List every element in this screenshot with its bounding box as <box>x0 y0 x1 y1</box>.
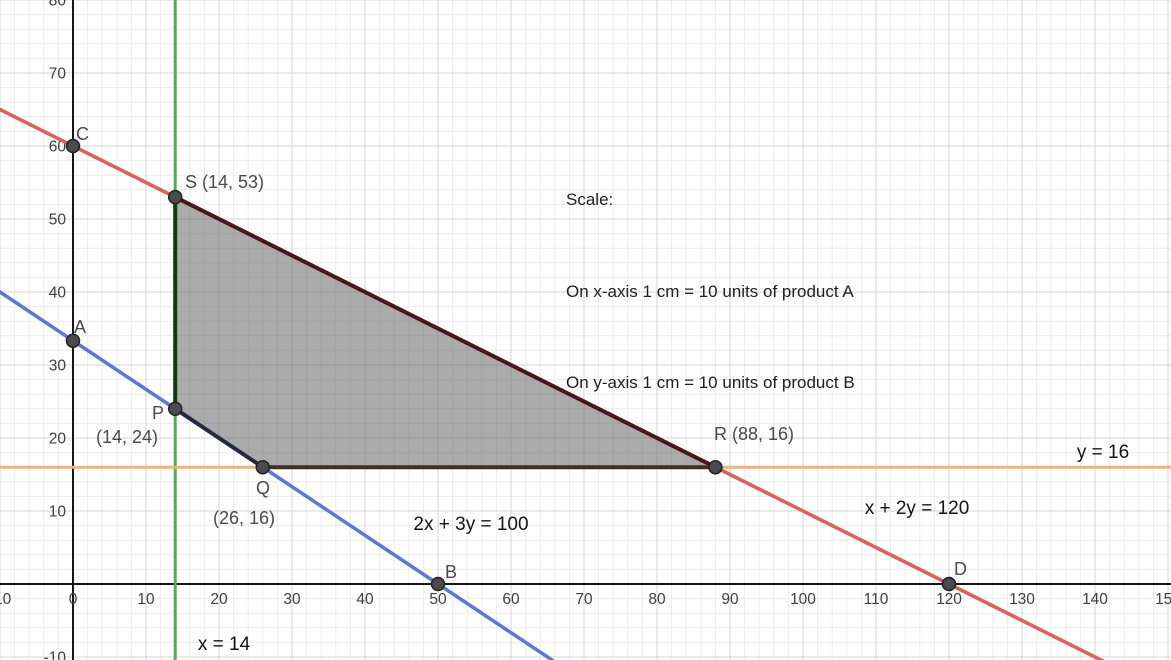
point-label-C: C <box>76 124 89 144</box>
x-tick-label-90: 90 <box>721 591 739 608</box>
point-R[interactable] <box>708 459 723 475</box>
x-tick-label-30: 30 <box>283 591 301 608</box>
point-label-R: R (88, 16) <box>714 424 794 444</box>
x-tick-label--10: -10 <box>0 591 12 608</box>
scale-note-title: Scale: <box>566 190 614 209</box>
x-tick-label-60: 60 <box>502 591 520 608</box>
point-label-B: B <box>445 562 457 582</box>
point-C[interactable] <box>65 138 81 154</box>
point-B[interactable] <box>430 576 446 592</box>
x-tick-label-20: 20 <box>210 591 228 608</box>
region-edge-0 <box>173 195 718 470</box>
label-eq-blue: 2x + 3y = 100 <box>413 514 528 535</box>
label-eq-red: x + 2y = 120 <box>865 498 970 519</box>
point-P[interactable] <box>167 401 183 417</box>
x-tick-label-140: 140 <box>1082 591 1108 608</box>
point-label-S: S (14, 53) <box>185 172 264 192</box>
point-label-A: A <box>74 317 86 337</box>
label-eq-x-14: x = 14 <box>198 634 251 655</box>
region-edge-2 <box>173 406 265 470</box>
y-tick-label-30: 30 <box>49 358 67 375</box>
x-tick-label-100: 100 <box>790 591 816 608</box>
x-tick-label-0: 0 <box>69 591 78 608</box>
point-label-P: P <box>152 403 164 423</box>
x-tick-label-50: 50 <box>429 591 447 608</box>
x-tick-label-80: 80 <box>648 591 666 608</box>
scale-note-y-axis: On y-axis 1 cm = 10 units of product B <box>566 373 855 392</box>
x-tick-label-10: 10 <box>137 591 155 608</box>
point-A[interactable] <box>65 333 81 348</box>
y-tick-label-20: 20 <box>49 431 67 448</box>
y-tick-label-40: 40 <box>49 285 67 302</box>
y-tick-label-70: 70 <box>49 66 67 83</box>
x-tick-label-70: 70 <box>575 591 593 608</box>
point-D[interactable] <box>941 576 957 592</box>
x-tick-label-130: 130 <box>1009 591 1035 608</box>
point-label-Q: Q <box>256 478 270 498</box>
point-Q[interactable] <box>255 459 271 475</box>
x-tick-label-150: 150 <box>1155 591 1171 608</box>
x-tick-label-120: 120 <box>936 591 962 608</box>
label-coord-P: (14, 24) <box>96 427 158 447</box>
y-tick-label-50: 50 <box>49 212 67 229</box>
y-tick-label--10: -10 <box>44 650 67 660</box>
point-S[interactable] <box>167 189 183 205</box>
label-eq-y-16: y = 16 <box>1077 442 1129 463</box>
scale-note-x-axis: On x-axis 1 cm = 10 units of product A <box>566 281 854 301</box>
y-tick-label-10: 10 <box>49 504 67 521</box>
point-label-D: D <box>954 559 967 579</box>
y-tick-label-80: 80 <box>49 0 67 10</box>
label-coord-Q: (26, 16) <box>213 508 275 528</box>
scale-note: Scale: On x-axis 1 cm = 10 units of prod… <box>566 124 855 460</box>
x-tick-label-110: 110 <box>864 591 889 608</box>
line-2x-plus-3y-eq-100[interactable] <box>0 289 556 660</box>
y-tick-label-60: 60 <box>49 139 67 156</box>
x-tick-label-40: 40 <box>356 591 374 608</box>
